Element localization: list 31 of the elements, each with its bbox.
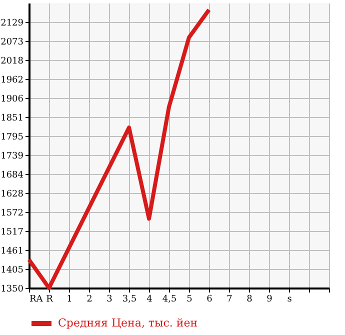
y-tick-label: 1684: [0, 170, 24, 180]
x-tick-label: 4,5: [162, 294, 177, 304]
x-tick-label: 4: [146, 294, 153, 304]
x-tick-label: 1: [66, 294, 72, 304]
x-tick-label: 6: [206, 294, 213, 304]
line-series: [27, 8, 211, 290]
y-tick-label: 1851: [0, 114, 24, 124]
x-tick-label: 7: [226, 294, 233, 304]
y-tick-label: 1906: [0, 94, 24, 105]
y-tick-label: 2073: [0, 38, 24, 48]
x-tick-label: R: [46, 294, 54, 304]
x-tick-label: 5: [186, 294, 193, 304]
x-tick-label: 8: [246, 294, 253, 304]
x-tick-label: s: [287, 294, 292, 304]
y-tick-label: 1962: [0, 76, 24, 86]
y-tick-label: 1350: [0, 284, 24, 294]
y-tick-label: 2018: [0, 56, 24, 66]
y-tick-label: 1517: [0, 228, 24, 238]
y-tick-label: 1572: [0, 208, 24, 219]
x-tick-label: 3,5: [122, 294, 137, 304]
x-tick-label: 3: [106, 294, 113, 304]
x-tick-label: 9: [266, 294, 273, 304]
y-tick-label: 1461: [0, 246, 24, 257]
y-tick-label: 1795: [0, 132, 24, 143]
y-tick-label: 2129: [0, 18, 24, 29]
y-tick-label: 1405: [0, 266, 24, 276]
x-tick-label: RA: [30, 294, 44, 304]
x-tick-label: 2: [86, 294, 92, 304]
legend-label: Средняя Цена, тыс. йен: [58, 316, 198, 330]
y-tick-label: 1739: [0, 152, 24, 162]
y-tick-label: 1628: [0, 190, 24, 200]
